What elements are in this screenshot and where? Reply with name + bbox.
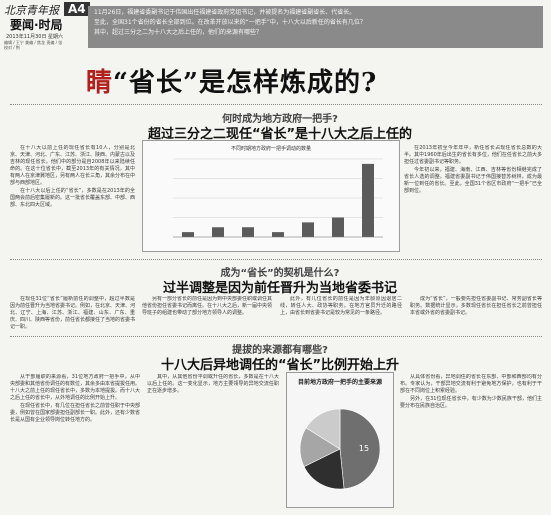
summary-line: 11月26日，福建省委副书记于伟国出任福建省政府党组书记，并被提名为福建省副省长… — [94, 9, 356, 16]
divider — [10, 336, 542, 337]
pie-slice-label: 15 — [359, 444, 369, 453]
divider — [10, 104, 542, 105]
bar-chart-plot — [173, 158, 383, 238]
main-headline: 睛“省长”是怎样炼成的? — [86, 62, 506, 98]
paragraph: 其中，从其他省份平调或升任的省长，多数是在十八大以后上任的。这一变化显示，地方主… — [147, 374, 279, 394]
bar — [242, 227, 254, 237]
paragraph: 在现任省长中，有几位在担任省长之前曾任职于中央部委，例如曾在国家部委担任副部长一… — [10, 403, 140, 423]
paragraph: 在2013年初至今年年中，新任省长占现任省长总数的大半。其中1960年后出生的省… — [404, 145, 542, 165]
masthead: 北京青年报 A4 要闻·时局 2013年11月30日 星期六 编辑 / 王宁 美… — [0, 0, 551, 50]
pie-chart: 目前地方政府一把手的主要来源 15 — [286, 372, 394, 508]
bar — [212, 227, 224, 237]
paragraph: 在十八大以前上任的现任省长有10人，分别是北京、天津、河北、广东、江苏、浙江、陕… — [10, 145, 135, 186]
newspaper-logo: 北京青年报 — [4, 4, 59, 17]
section3-kicker: 提拔的来源都有哪些? — [232, 345, 328, 356]
bar — [332, 217, 344, 237]
section2-kicker: 成为“省长”的契机是什么? — [220, 268, 340, 279]
headline-quote: “省长” — [113, 68, 199, 98]
pie-chart-plot: 15 — [299, 408, 381, 490]
paragraph: 另外，在31位现任省长中，有少数为少数民族干部，他们主要分布在民族自治区。 — [400, 396, 542, 409]
paragraph: 今年初以来，福建、海南、江西、吉林等省份相继完成了省长人选的调整。福建省委副书记… — [404, 167, 542, 194]
paragraph: 另有一部分省长的前任是因为到中央部委任职或调任其他省份担任省委书记而离任。在十八… — [142, 296, 272, 316]
section3-subhead: 十八大后异地调任的“省长”比例开始上升 — [160, 358, 400, 373]
section1-column-left: 在十八大以前上任的现任省长有10人，分别是北京、天津、河北、广东、江苏、浙江、陕… — [10, 145, 135, 270]
divider — [10, 259, 542, 260]
section1-subhead: 超过三分之二现任“省长”是十八大之后上任的 — [147, 127, 413, 142]
paragraph: 从干部履职的来源看，31位地方政府一把手中，从中央部委和其他省份调任的有数位，其… — [10, 374, 140, 401]
pie-slice — [303, 448, 345, 490]
page-number: A4 — [64, 2, 90, 16]
issue-date: 2013年11月30日 星期六 — [6, 34, 64, 40]
section2-column-2: 另有一部分省长的前任是因为到中央部委任职或调任其他省份担任省委书记而离任。在十八… — [142, 296, 272, 366]
section2-column-3: 此外，有几位省长的前任是因为年龄原因退居二线，转任人大、政协等职务。在地方官员升… — [280, 296, 402, 366]
section2-subhead: 过半调整是因为前任晋升为当地省委书记 — [162, 281, 397, 296]
summary-line: 至此，全国31个省份的省长全部到位。在改革开放以来的“一把手”中，十八大以后新任… — [94, 19, 366, 26]
paragraph: 在十八大以后上任的“省长”，多数是在2013年的全国两会前后密集履新的。这一批省… — [10, 188, 135, 208]
section3-column-1: 从干部履职的来源看，31位地方政府一把手中，从中央部委和其他省份调任的有数位，其… — [10, 374, 140, 510]
bar — [272, 232, 284, 237]
section3-column-2: 其中，从其他省份平调或升任的省长，多数是在十八大以后上任的。这一变化显示，地方主… — [147, 374, 279, 510]
bar-chart: 不同时期地方政府一把手调动的数量 — [142, 140, 400, 252]
section-title: 要闻·时局 — [10, 18, 63, 32]
headline-rest: 是怎样炼成的? — [198, 68, 378, 98]
section2-column-1: 在现任31位“省长”履新前任的调整中，超过半数是因为前任晋升为当地省委书记。例如… — [10, 296, 135, 366]
paragraph: 此外，有几位省长的前任是因为年龄原因退居二线，转任人大、政协等职务。在地方官员升… — [280, 296, 402, 316]
headline-prefix: 睛 — [86, 68, 114, 98]
section1-kicker: 何时成为地方政府一把手? — [222, 114, 338, 125]
editor-credits: 编辑 / 王宁 美编 / 焦龙 责编 / 张 校对 / 荆 — [4, 40, 63, 50]
pie-slice — [339, 408, 381, 490]
bar — [362, 163, 374, 237]
section2-column-4: 成为“省长”，一般要先担任省委副书记、常务副省长等职务。数据统计显示，多数现任省… — [410, 296, 542, 366]
lead-summary: 11月26日，福建省委副书记于伟国出任福建省政府党组书记，并被提名为福建省副省长… — [88, 6, 543, 48]
chart-title: 目前地方政府一把手的主要来源 — [297, 379, 382, 386]
paragraph: 在现任31位“省长”履新前任的调整中，超过半数是因为前任晋升为当地省委书记。例如… — [10, 296, 135, 330]
bar — [182, 232, 194, 237]
section3-column-3: 从具体省份看，异地调任的省长在东部、中部和西部均有分布。专家认为，干部异地交流有… — [400, 374, 542, 510]
section1-column-right: 在2013年初至今年年中，新任省长占现任省长总数的大半。其中1960年后出生的省… — [404, 145, 542, 270]
pie-slice — [305, 408, 341, 450]
chart-title: 不同时期地方政府一把手调动的数量 — [230, 146, 311, 152]
bar — [302, 222, 314, 237]
paragraph: 从具体省份看，异地调任的省长在东部、中部和西部均有分布。专家认为，干部异地交流有… — [400, 374, 542, 394]
paragraph: 成为“省长”，一般要先担任省委副书记、常务副省长等职务。数据统计显示，多数现任省… — [410, 296, 542, 316]
summary-line: 其中，超过三分之二为十八大之后上任的，他们的来源有哪些？ — [94, 29, 263, 36]
